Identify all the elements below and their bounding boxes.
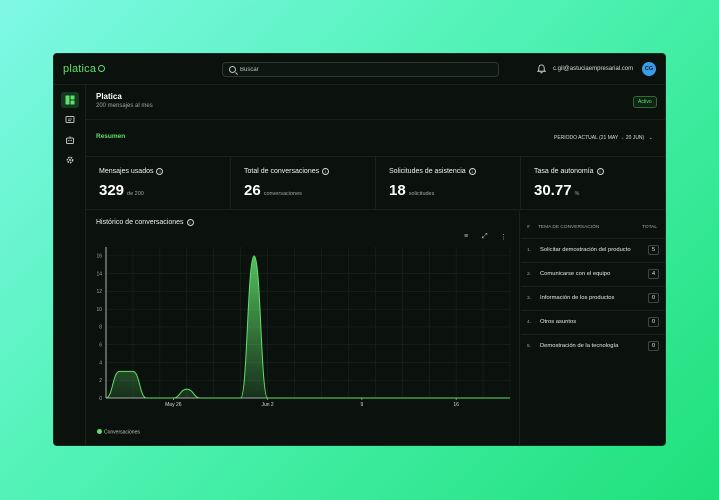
robot-icon bbox=[66, 136, 74, 144]
main-content: Platica 200 mensajes al mes Activo Resum… bbox=[86, 85, 665, 445]
table-row[interactable]: 2. Comunicarse con el equipo 4 bbox=[521, 262, 665, 286]
row-total: 5 bbox=[648, 245, 659, 255]
stat-card-unit: solicitudes bbox=[408, 191, 435, 197]
stat-card-assistance: Solicitudes de asistencia i 18 solicitudes bbox=[376, 157, 521, 210]
row-topic: Demostración de la tecnología bbox=[540, 343, 619, 349]
stat-card-conversations: Total de conversaciones i 26 conversacione… bbox=[231, 157, 376, 210]
stat-card-autonomy: Tasa de autonomía i 30.77% bbox=[521, 157, 665, 210]
info-icon[interactable]: i bbox=[156, 168, 164, 175]
row-number: 4. bbox=[527, 320, 532, 325]
chart-title: Histórico de conversaciones i bbox=[96, 219, 194, 226]
stat-card-value: 30.77% bbox=[534, 182, 580, 199]
row-topic: Comunicarse con el equipo bbox=[540, 271, 611, 277]
row-total: 0 bbox=[648, 341, 659, 351]
info-icon[interactable]: i bbox=[186, 219, 194, 226]
menu-lines-icon[interactable]: ≡ bbox=[464, 233, 469, 240]
y-tick-label: 0 bbox=[99, 396, 102, 402]
top-bar: platica c.gil@astuciaempresarial.com CG bbox=[54, 54, 665, 85]
period-label: PERIODO ACTUAL (21 MAY → 20 JUN) bbox=[554, 135, 645, 141]
logo-text: platica bbox=[63, 63, 97, 75]
dashboard-icon bbox=[65, 95, 75, 105]
chart-panel: Histórico de conversaciones i ≡ ⤢ ⋮ 0 2 4 6 8… bbox=[86, 211, 520, 445]
stat-card-label: Tasa de autonomía i bbox=[534, 168, 604, 175]
avatar[interactable]: CG bbox=[642, 62, 656, 76]
column-header-number: # bbox=[527, 225, 530, 230]
row-number: 2. bbox=[527, 272, 532, 277]
stat-cards: Mensajes usados i 329 de 200 Total de conv… bbox=[86, 157, 665, 210]
gear-icon bbox=[66, 156, 74, 164]
row-topic: Solicitar demostración del producto bbox=[540, 247, 631, 253]
x-tick-label: May 26 bbox=[165, 402, 182, 408]
page-subtitle: 200 mensajes al mes bbox=[96, 103, 153, 109]
status-badge: Activo bbox=[633, 96, 657, 108]
row-total: 0 bbox=[648, 293, 659, 303]
search-box[interactable] bbox=[222, 62, 499, 77]
y-tick-label: 14 bbox=[96, 271, 102, 277]
stat-card-unit: % bbox=[574, 191, 580, 197]
y-tick-label: 10 bbox=[96, 307, 102, 313]
row-number: 1. bbox=[527, 248, 532, 253]
stat-card-value: 329 de 200 bbox=[99, 182, 144, 199]
divider bbox=[86, 156, 665, 157]
stat-card-label: Total de conversaciones i bbox=[244, 168, 330, 175]
stat-card-label: Solicitudes de asistencia i bbox=[389, 168, 476, 175]
divider bbox=[86, 119, 665, 120]
stat-card-messages: Mensajes usados i 329 de 200 bbox=[86, 157, 231, 210]
info-icon[interactable]: i bbox=[468, 168, 476, 175]
y-tick-label: 2 bbox=[99, 378, 102, 384]
logo[interactable]: platica bbox=[63, 63, 106, 75]
search-input[interactable] bbox=[240, 65, 490, 75]
sidebar-item-dashboard[interactable] bbox=[61, 92, 79, 108]
legend-swatch bbox=[97, 429, 102, 434]
stat-card-unit: conversaciones bbox=[263, 191, 302, 197]
sidebar-item-bot[interactable] bbox=[61, 132, 79, 148]
more-vertical-icon[interactable]: ⋮ bbox=[500, 234, 507, 241]
column-header-total: TOTAL bbox=[642, 225, 658, 230]
y-tick-label: 4 bbox=[99, 360, 102, 366]
y-tick-label: 12 bbox=[96, 289, 102, 295]
page-title: Platica bbox=[96, 92, 122, 101]
x-tick-label: 16 bbox=[453, 402, 459, 408]
chart-legend: Conversaciones bbox=[97, 429, 140, 436]
logo-mark-icon bbox=[98, 65, 106, 72]
chevron-down-icon: ⌄ bbox=[648, 135, 653, 141]
y-tick-label: 16 bbox=[96, 254, 102, 260]
sidebar-item-messages[interactable] bbox=[61, 112, 79, 128]
stat-card-value: 26 conversaciones bbox=[244, 182, 302, 199]
sidebar bbox=[54, 85, 86, 445]
bell-icon[interactable] bbox=[537, 64, 546, 74]
table-row[interactable]: 5. Demostración de la tecnología 0 bbox=[521, 334, 665, 358]
user-email: c.gil@astuciaempresarial.com bbox=[553, 66, 634, 72]
info-icon[interactable]: i bbox=[596, 168, 604, 175]
table-row[interactable]: 1. Solicitar demostración del producto 5 bbox=[521, 238, 665, 262]
tab-summary[interactable]: Resumen bbox=[96, 133, 126, 140]
period-selector[interactable]: PERIODO ACTUAL (21 MAY → 20 JUN) ⌄ bbox=[554, 135, 653, 141]
message-icon bbox=[65, 116, 75, 123]
row-number: 5. bbox=[527, 344, 532, 349]
sidebar-item-settings[interactable] bbox=[61, 152, 79, 168]
table-row[interactable]: 4. Otros asuntos 0 bbox=[521, 310, 665, 334]
column-header-topic: TEMA DE CONVERSACIÓN bbox=[538, 225, 600, 230]
x-tick-label: Jun 2 bbox=[261, 402, 273, 408]
row-topic: Información de los productos bbox=[540, 295, 615, 301]
x-tick-label: 9 bbox=[360, 402, 363, 408]
row-total: 0 bbox=[648, 317, 659, 327]
expand-icon[interactable]: ⤢ bbox=[482, 233, 488, 240]
y-tick-label: 6 bbox=[99, 343, 102, 349]
legend-label: Conversaciones bbox=[104, 429, 140, 436]
row-total: 4 bbox=[648, 269, 659, 279]
app-window: platica c.gil@astuciaempresarial.com CG bbox=[53, 53, 666, 446]
stat-card-label: Mensajes usados i bbox=[99, 168, 164, 175]
series-line bbox=[105, 255, 510, 399]
info-icon[interactable]: i bbox=[322, 168, 330, 175]
stat-card-value: 18 solicitudes bbox=[389, 182, 435, 199]
table-row[interactable]: 3. Información de los productos 0 bbox=[521, 286, 665, 310]
row-number: 3. bbox=[527, 296, 532, 301]
y-tick-label: 8 bbox=[99, 325, 102, 331]
row-topic: Otros asuntos bbox=[540, 319, 577, 325]
topics-table: # TEMA DE CONVERSACIÓN TOTAL 1. Solicita… bbox=[521, 211, 665, 445]
conversations-chart: 0 2 4 6 8 10 12 14 16 May 26 Jun 2 9 16 bbox=[96, 247, 511, 408]
stat-card-unit: de 200 bbox=[127, 191, 144, 197]
search-icon bbox=[229, 66, 236, 73]
